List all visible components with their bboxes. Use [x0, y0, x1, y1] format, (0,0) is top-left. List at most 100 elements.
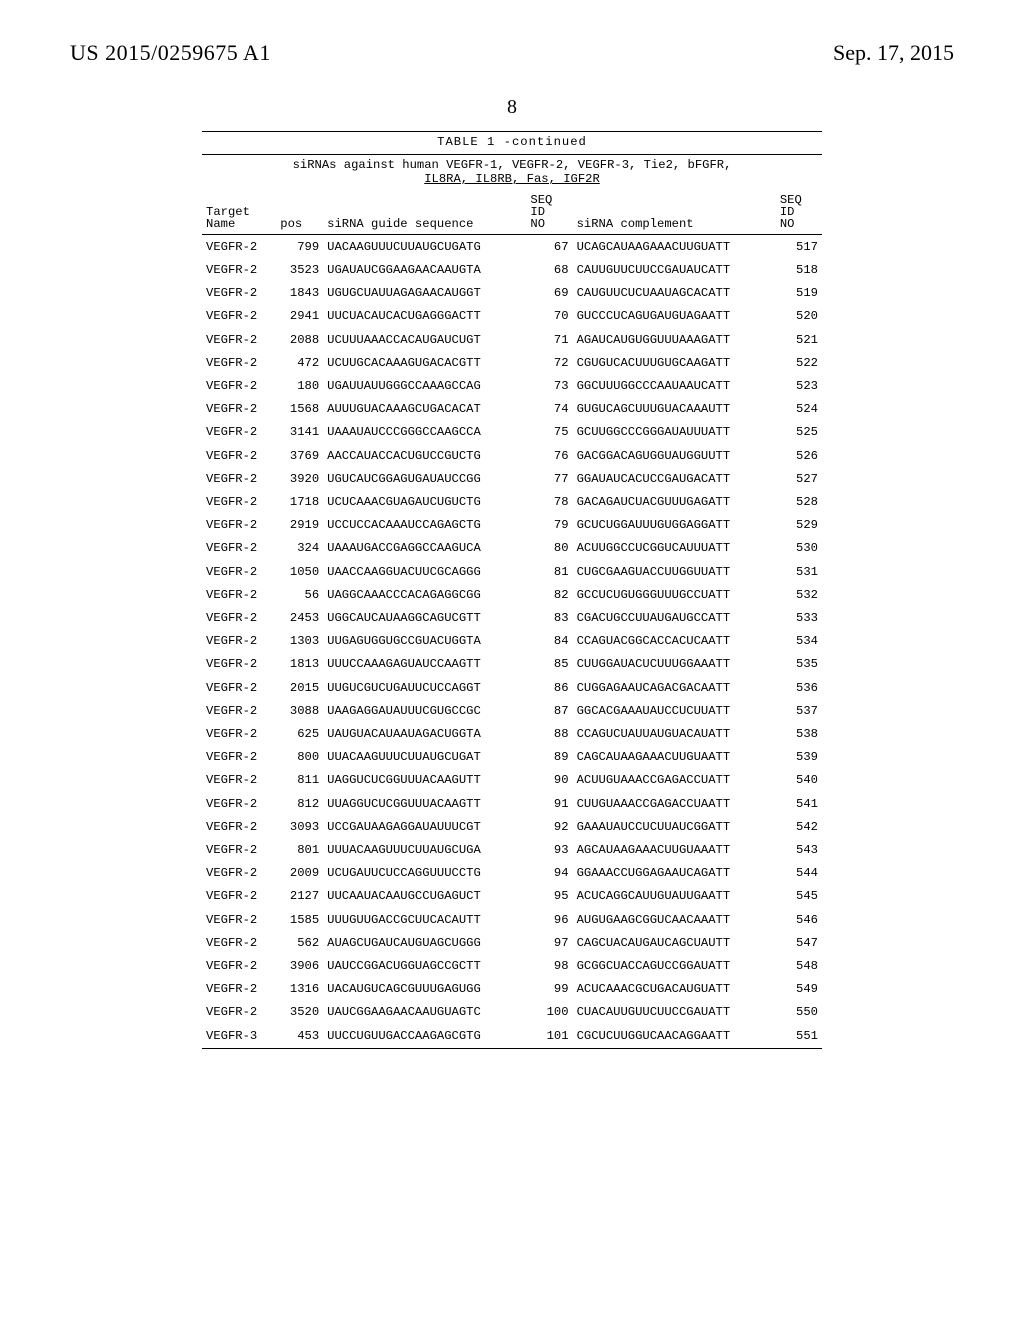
cell-target: VEGFR-2 — [202, 885, 276, 908]
cell-guide: UGAUUAUUGGGCCAAAGCCAG — [323, 374, 526, 397]
cell-seqid2: 548 — [776, 955, 822, 978]
cell-seqid2: 536 — [776, 676, 822, 699]
cell-guide: UUACAAGUUUCUUAUGCUGAT — [323, 746, 526, 769]
cell-guide: UACAAGUUUCUUAUGCUGATG — [323, 235, 526, 259]
cell-target: VEGFR-2 — [202, 862, 276, 885]
cell-seqid1: 67 — [526, 235, 572, 259]
cell-pos: 324 — [276, 537, 323, 560]
table-row: VEGFR-22088UCUUUAAACCACAUGAUCUGT71AGAUCA… — [202, 328, 822, 351]
cell-pos: 180 — [276, 374, 323, 397]
cell-pos: 3906 — [276, 955, 323, 978]
cell-pos: 3141 — [276, 421, 323, 444]
col-header-seqid1: SEQ ID NO — [526, 192, 572, 235]
cell-complement: GGCACGAAAUAUCCUCUUATT — [573, 699, 776, 722]
cell-guide: UCUUUAAACCACAUGAUCUGT — [323, 328, 526, 351]
cell-seqid1: 97 — [526, 931, 572, 954]
table-row: VEGFR-23523UGAUAUCGGAAGAACAAUGTA68CAUUGU… — [202, 258, 822, 281]
cell-pos: 812 — [276, 792, 323, 815]
cell-guide: UCCUCCACAAAUCCAGAGCTG — [323, 514, 526, 537]
cell-complement: CGUGUCACUUUGUGCAAGATT — [573, 351, 776, 374]
cell-pos: 2127 — [276, 885, 323, 908]
cell-seqid2: 540 — [776, 769, 822, 792]
table-row: VEGFR-22941UUCUACAUCACUGAGGGACTT70GUCCCU… — [202, 305, 822, 328]
subtitle-line2: IL8RA, IL8RB, Fas, IGF2R — [424, 173, 600, 185]
cell-target: VEGFR-2 — [202, 839, 276, 862]
table-row: VEGFR-2324UAAAUGACCGAGGCCAAGUCA80ACUUGGC… — [202, 537, 822, 560]
cell-complement: CAUUGUUCUUCCGAUAUCATT — [573, 258, 776, 281]
cell-pos: 3769 — [276, 444, 323, 467]
cell-pos: 811 — [276, 769, 323, 792]
cell-target: VEGFR-2 — [202, 931, 276, 954]
cell-guide: AACCAUACCACUGUCCGUCTG — [323, 444, 526, 467]
cell-target: VEGFR-2 — [202, 421, 276, 444]
cell-seqid1: 70 — [526, 305, 572, 328]
cell-seqid1: 91 — [526, 792, 572, 815]
cell-seqid1: 94 — [526, 862, 572, 885]
cell-guide: UAUCCGGACUGGUAGCCGCTT — [323, 955, 526, 978]
cell-complement: GGAAACCUGGAGAAUCAGATT — [573, 862, 776, 885]
cell-seqid2: 522 — [776, 351, 822, 374]
cell-seqid1: 86 — [526, 676, 572, 699]
cell-complement: ACUUGUAAACCGAGACCUATT — [573, 769, 776, 792]
cell-target: VEGFR-2 — [202, 769, 276, 792]
cell-seqid2: 523 — [776, 374, 822, 397]
table-bottom-rule — [202, 1048, 822, 1049]
table-row: VEGFR-2625UAUGUACAUAAUAGACUGGTA88CCAGUCU… — [202, 722, 822, 745]
cell-seqid1: 77 — [526, 467, 572, 490]
cell-seqid1: 98 — [526, 955, 572, 978]
cell-seqid1: 75 — [526, 421, 572, 444]
cell-target: VEGFR-2 — [202, 490, 276, 513]
cell-pos: 625 — [276, 722, 323, 745]
cell-complement: AGCAUAAGAAACUUGUAAATT — [573, 839, 776, 862]
cell-seqid2: 544 — [776, 862, 822, 885]
cell-guide: UAUCGGAAGAACAAUGUAGTC — [323, 1001, 526, 1024]
table-row: VEGFR-21718UCUCAAACGUAGAUCUGUCTG78GACAGA… — [202, 490, 822, 513]
publication-number: US 2015/0259675 A1 — [70, 40, 271, 66]
cell-guide: UUCAAUACAAUGCCUGAGUCT — [323, 885, 526, 908]
cell-guide: UAUGUACAUAAUAGACUGGTA — [323, 722, 526, 745]
table-row: VEGFR-23906UAUCCGGACUGGUAGCCGCTT98GCGGCU… — [202, 955, 822, 978]
cell-pos: 3093 — [276, 815, 323, 838]
cell-target: VEGFR-2 — [202, 537, 276, 560]
cell-target: VEGFR-2 — [202, 815, 276, 838]
cell-seqid2: 527 — [776, 467, 822, 490]
cell-guide: UAGGCAAACCCACAGAGGCGG — [323, 583, 526, 606]
cell-target: VEGFR-2 — [202, 630, 276, 653]
table-row: VEGFR-23520UAUCGGAAGAACAAUGUAGTC100CUACA… — [202, 1001, 822, 1024]
cell-seqid1: 74 — [526, 398, 572, 421]
cell-pos: 3920 — [276, 467, 323, 490]
cell-target: VEGFR-2 — [202, 328, 276, 351]
subtitle-line1: siRNAs against human VEGFR-1, VEGFR-2, V… — [202, 159, 822, 171]
cell-guide: UACAUGUCAGCGUUUGAGUGG — [323, 978, 526, 1001]
cell-seqid1: 72 — [526, 351, 572, 374]
table-row: VEGFR-2811UAGGUCUCGGUUUACAAGUTT90ACUUGUA… — [202, 769, 822, 792]
col-header-target: Target Name — [202, 192, 276, 235]
cell-target: VEGFR-2 — [202, 560, 276, 583]
cell-pos: 1568 — [276, 398, 323, 421]
page-number: 8 — [70, 96, 954, 119]
cell-seqid2: 535 — [776, 653, 822, 676]
cell-guide: UUCCUGUUGACCAAGAGCGTG — [323, 1024, 526, 1048]
table-wrap: TABLE 1 -continued siRNAs against human … — [202, 131, 822, 1049]
cell-complement: CUUGUAAACCGAGACCUAATT — [573, 792, 776, 815]
table-row: VEGFR-22127UUCAAUACAAUGCCUGAGUCT95ACUCAG… — [202, 885, 822, 908]
cell-pos: 2941 — [276, 305, 323, 328]
cell-seqid2: 542 — [776, 815, 822, 838]
cell-seqid2: 546 — [776, 908, 822, 931]
cell-target: VEGFR-2 — [202, 258, 276, 281]
cell-target: VEGFR-2 — [202, 444, 276, 467]
cell-target: VEGFR-2 — [202, 351, 276, 374]
cell-guide: UUCUACAUCACUGAGGGACTT — [323, 305, 526, 328]
cell-guide: UGAUAUCGGAAGAACAAUGTA — [323, 258, 526, 281]
table-row: VEGFR-22015UUGUCGUCUGAUUCUCCAGGT86CUGGAG… — [202, 676, 822, 699]
cell-seqid2: 534 — [776, 630, 822, 653]
cell-complement: GACAGAUCUACGUUUGAGATT — [573, 490, 776, 513]
cell-complement: CCAGUACGGCACCACUCAATT — [573, 630, 776, 653]
cell-complement: ACUCAAACGCUGACAUGUATT — [573, 978, 776, 1001]
cell-seqid2: 541 — [776, 792, 822, 815]
table-row: VEGFR-2562AUAGCUGAUCAUGUAGCUGGG97CAGCUAC… — [202, 931, 822, 954]
cell-target: VEGFR-2 — [202, 282, 276, 305]
table-row: VEGFR-2472UCUUGCACAAAGUGACACGTT72CGUGUCA… — [202, 351, 822, 374]
cell-pos: 1843 — [276, 282, 323, 305]
cell-guide: AUAGCUGAUCAUGUAGCUGGG — [323, 931, 526, 954]
